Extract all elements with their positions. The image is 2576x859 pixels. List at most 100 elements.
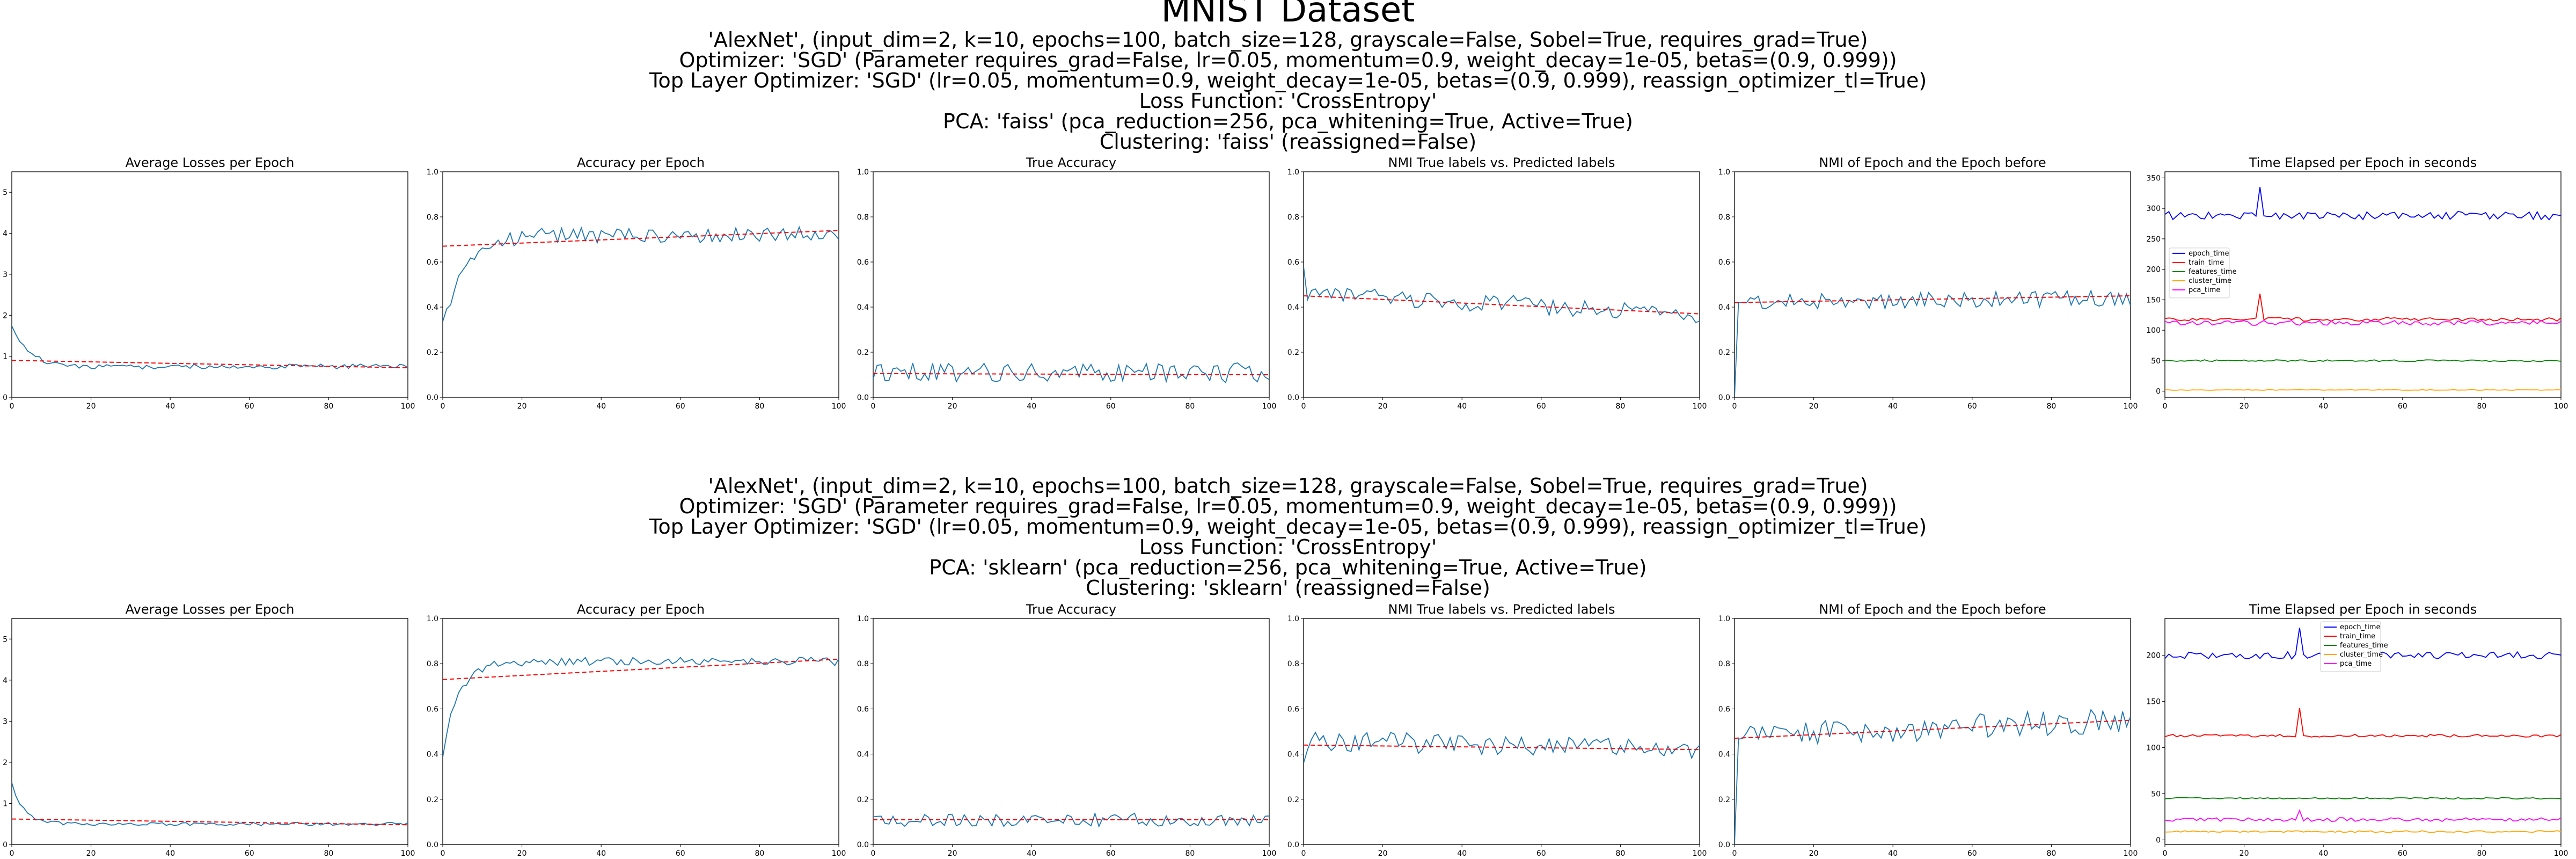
subplot: Accuracy per Epoch 0 20 40 60 80 100 0.0 0.2 0.4 0…	[427, 602, 846, 858]
y-tick-label: 0.8	[427, 213, 438, 222]
y-tick-label: 0.0	[857, 841, 869, 849]
y-tick-label: 0.2	[1287, 796, 1299, 804]
subplot-title: Accuracy per Epoch	[577, 602, 705, 617]
x-tick-label: 60	[1536, 402, 1546, 411]
trend-line	[1304, 744, 1700, 751]
header-line: Top Layer Optimizer: 'SGD' (lr=0.05, mom…	[649, 515, 1927, 538]
series-line-train-time	[2165, 293, 2561, 322]
series-line	[873, 362, 1269, 384]
x-tick-label: 0	[441, 402, 445, 411]
x-tick-label: 20	[517, 402, 527, 411]
series-line-cluster-time	[2165, 830, 2561, 833]
subplot-title: Average Losses per Epoch	[126, 602, 295, 617]
header-line: Clustering: 'faiss' (reassigned=False)	[1100, 130, 1477, 154]
legend-label: epoch_time	[2340, 623, 2380, 631]
subplot: Time Elapsed per Epoch in seconds 0 20 40 60…	[2146, 155, 2568, 411]
x-tick-label: 80	[755, 402, 764, 411]
y-tick-label: 0.4	[427, 303, 438, 312]
legend-label: pca_time	[2189, 286, 2220, 294]
y-tick-label: 150	[2146, 296, 2161, 304]
y-tick-label: 3	[3, 717, 8, 726]
x-tick-label: 40	[1027, 849, 1036, 858]
legend-label: cluster_time	[2189, 277, 2231, 285]
subplot-title: NMI True labels vs. Predicted labels	[1388, 155, 1615, 170]
y-tick-label: 0.4	[1718, 303, 1730, 312]
legend: epoch_timetrain_timefeatures_timecluster…	[2169, 247, 2237, 299]
series-line-features-time	[2165, 797, 2561, 800]
y-tick-label: 0.8	[857, 213, 869, 222]
axes-frame	[1303, 618, 1700, 845]
y-tick-label: 0.2	[427, 796, 438, 804]
y-tick-label: 0.4	[1287, 303, 1299, 312]
axes-frame	[1734, 618, 2131, 845]
y-tick-label: 0.0	[427, 841, 438, 849]
x-tick-label: 40	[1888, 849, 1898, 858]
trend-line	[443, 230, 839, 247]
legend-label: features_time	[2189, 268, 2237, 276]
x-tick-label: 60	[1967, 402, 1977, 411]
x-tick-label: 100	[832, 849, 846, 858]
block-header-1: 'AlexNet', (input_dim=2, k=10, epochs=10…	[649, 28, 1927, 154]
x-tick-label: 100	[1262, 402, 1277, 411]
axes-frame	[873, 618, 1270, 845]
axes-frame	[442, 618, 839, 845]
subplot: Accuracy per Epoch 0 20 40 60 80 100 0.0 0.2 0.4 0…	[427, 155, 846, 411]
y-tick-label: 0.6	[857, 258, 869, 267]
y-tick-label: 50	[2151, 790, 2161, 798]
series-line	[443, 657, 839, 758]
header-line: 'AlexNet', (input_dim=2, k=10, epochs=10…	[708, 474, 1868, 498]
x-tick-label: 40	[596, 402, 606, 411]
header-line: Optimizer: 'SGD' (Parameter requires_gra…	[679, 494, 1897, 518]
x-tick-label: 80	[2046, 849, 2056, 858]
x-tick-label: 80	[2046, 402, 2056, 411]
subplot: NMI of Epoch and the Epoch before 0 20 40 60…	[1718, 155, 2138, 411]
x-tick-label: 60	[676, 849, 685, 858]
series-line-epoch-time	[2165, 187, 2561, 221]
header-line: Optimizer: 'SGD' (Parameter requires_gra…	[679, 48, 1897, 72]
y-tick-label: 0.6	[1718, 258, 1730, 267]
y-tick-label: 4	[3, 230, 8, 238]
x-tick-label: 60	[245, 402, 254, 411]
x-tick-label: 80	[324, 402, 333, 411]
x-tick-label: 100	[401, 849, 415, 858]
series-line	[1304, 266, 1700, 323]
y-tick-label: 1.0	[857, 615, 869, 623]
x-tick-label: 100	[2554, 849, 2568, 858]
series-line	[12, 325, 408, 370]
y-tick-label: 0.4	[1718, 751, 1730, 759]
subplot: True Accuracy 0 20 40 60 80 100 0.0 0.2 0.4 0.6 0.8…	[857, 602, 1277, 858]
subplot-title: Average Losses per Epoch	[126, 155, 295, 170]
x-tick-label: 20	[86, 402, 96, 411]
x-tick-label: 100	[2124, 849, 2138, 858]
y-tick-label: 300	[2146, 205, 2161, 213]
axes-frame	[11, 171, 408, 398]
header-line: Loss Function: 'CrossEntropy'	[1139, 89, 1437, 113]
trend-line	[12, 818, 408, 826]
y-tick-label: 0.2	[857, 796, 869, 804]
y-tick-label: 150	[2146, 698, 2161, 707]
x-tick-label: 0	[1301, 849, 1306, 858]
y-tick-label: 0.4	[857, 303, 869, 312]
y-tick-label: 100	[2146, 744, 2161, 753]
y-tick-label: 0.6	[1718, 705, 1730, 714]
y-tick-label: 0.0	[427, 394, 438, 402]
legend-label: cluster_time	[2340, 651, 2383, 659]
trend-line	[873, 373, 1269, 375]
axes-frame	[1303, 171, 1700, 398]
x-tick-label: 40	[1888, 402, 1898, 411]
x-tick-label: 60	[1967, 849, 1977, 858]
legend-label: train_time	[2340, 632, 2375, 640]
x-tick-label: 60	[1536, 849, 1546, 858]
x-tick-label: 40	[1457, 402, 1467, 411]
y-tick-label: 1.0	[1287, 168, 1299, 177]
x-tick-label: 60	[245, 849, 254, 858]
header-line: Clustering: 'sklearn' (reassigned=False)	[1086, 576, 1490, 600]
legend: epoch_timetrain_timefeatures_timecluster…	[2320, 621, 2388, 672]
x-tick-label: 20	[1809, 849, 1819, 858]
y-tick-label: 0.2	[857, 348, 869, 357]
x-tick-label: 20	[1809, 402, 1819, 411]
y-tick-label: 0.8	[1718, 660, 1730, 668]
x-tick-label: 0	[10, 402, 14, 411]
